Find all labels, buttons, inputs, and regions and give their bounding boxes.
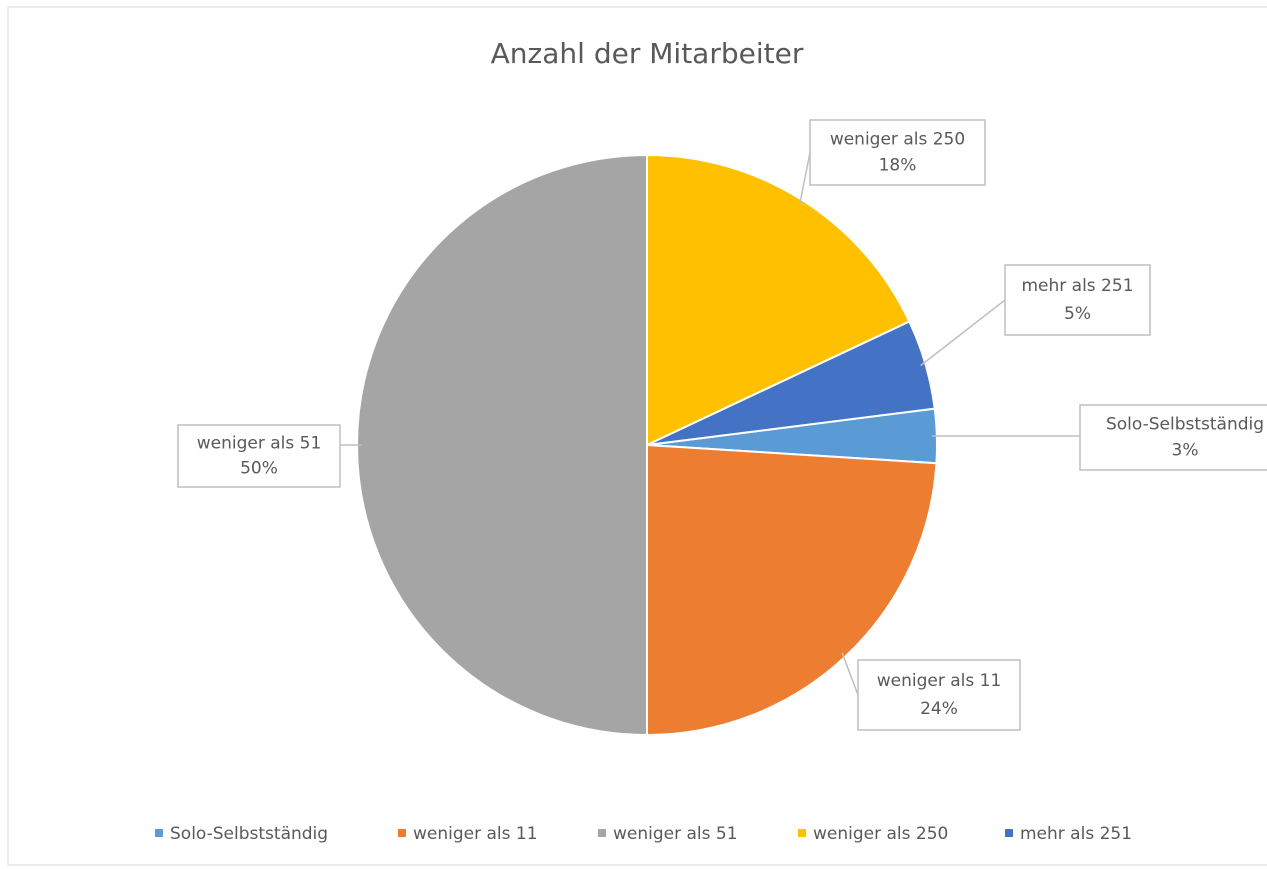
label-name: weniger als 51 <box>197 434 322 454</box>
label-value: 24% <box>920 699 958 719</box>
label-box <box>1079 404 1267 471</box>
chart-title: Anzahl der Mitarbeiter <box>491 37 804 70</box>
label-name: Solo-Selbstständig <box>1106 415 1264 435</box>
legend-label: weniger als 51 <box>613 824 738 844</box>
leader-line <box>798 152 811 205</box>
legend-label: weniger als 11 <box>413 824 538 844</box>
label-value: 5% <box>1064 304 1091 324</box>
label-value: 18% <box>879 156 917 176</box>
legend-swatch <box>1005 829 1013 837</box>
label-box <box>1004 264 1151 336</box>
label-value: 3% <box>1172 441 1199 461</box>
label-box <box>177 424 341 488</box>
legend-label: weniger als 250 <box>813 824 948 844</box>
legend-swatch <box>598 829 606 837</box>
label-box <box>857 659 1021 731</box>
pie-slice <box>646 320 936 446</box>
legend-swatch <box>798 829 806 837</box>
pie-slice <box>646 443 938 737</box>
label-box <box>809 119 986 186</box>
legend-swatch <box>398 829 406 837</box>
label-name: weniger als 11 <box>877 671 1002 691</box>
legend-swatch <box>155 829 163 837</box>
label-value: 50% <box>240 458 278 478</box>
legend-label: Solo-Selbstständig <box>170 824 328 844</box>
legend-label: mehr als 251 <box>1020 824 1132 844</box>
label-name: mehr als 251 <box>1021 276 1133 296</box>
label-name: weniger als 250 <box>830 130 965 150</box>
pie-slice <box>646 153 911 447</box>
leader-line <box>920 299 1006 367</box>
leader-line <box>841 652 859 696</box>
